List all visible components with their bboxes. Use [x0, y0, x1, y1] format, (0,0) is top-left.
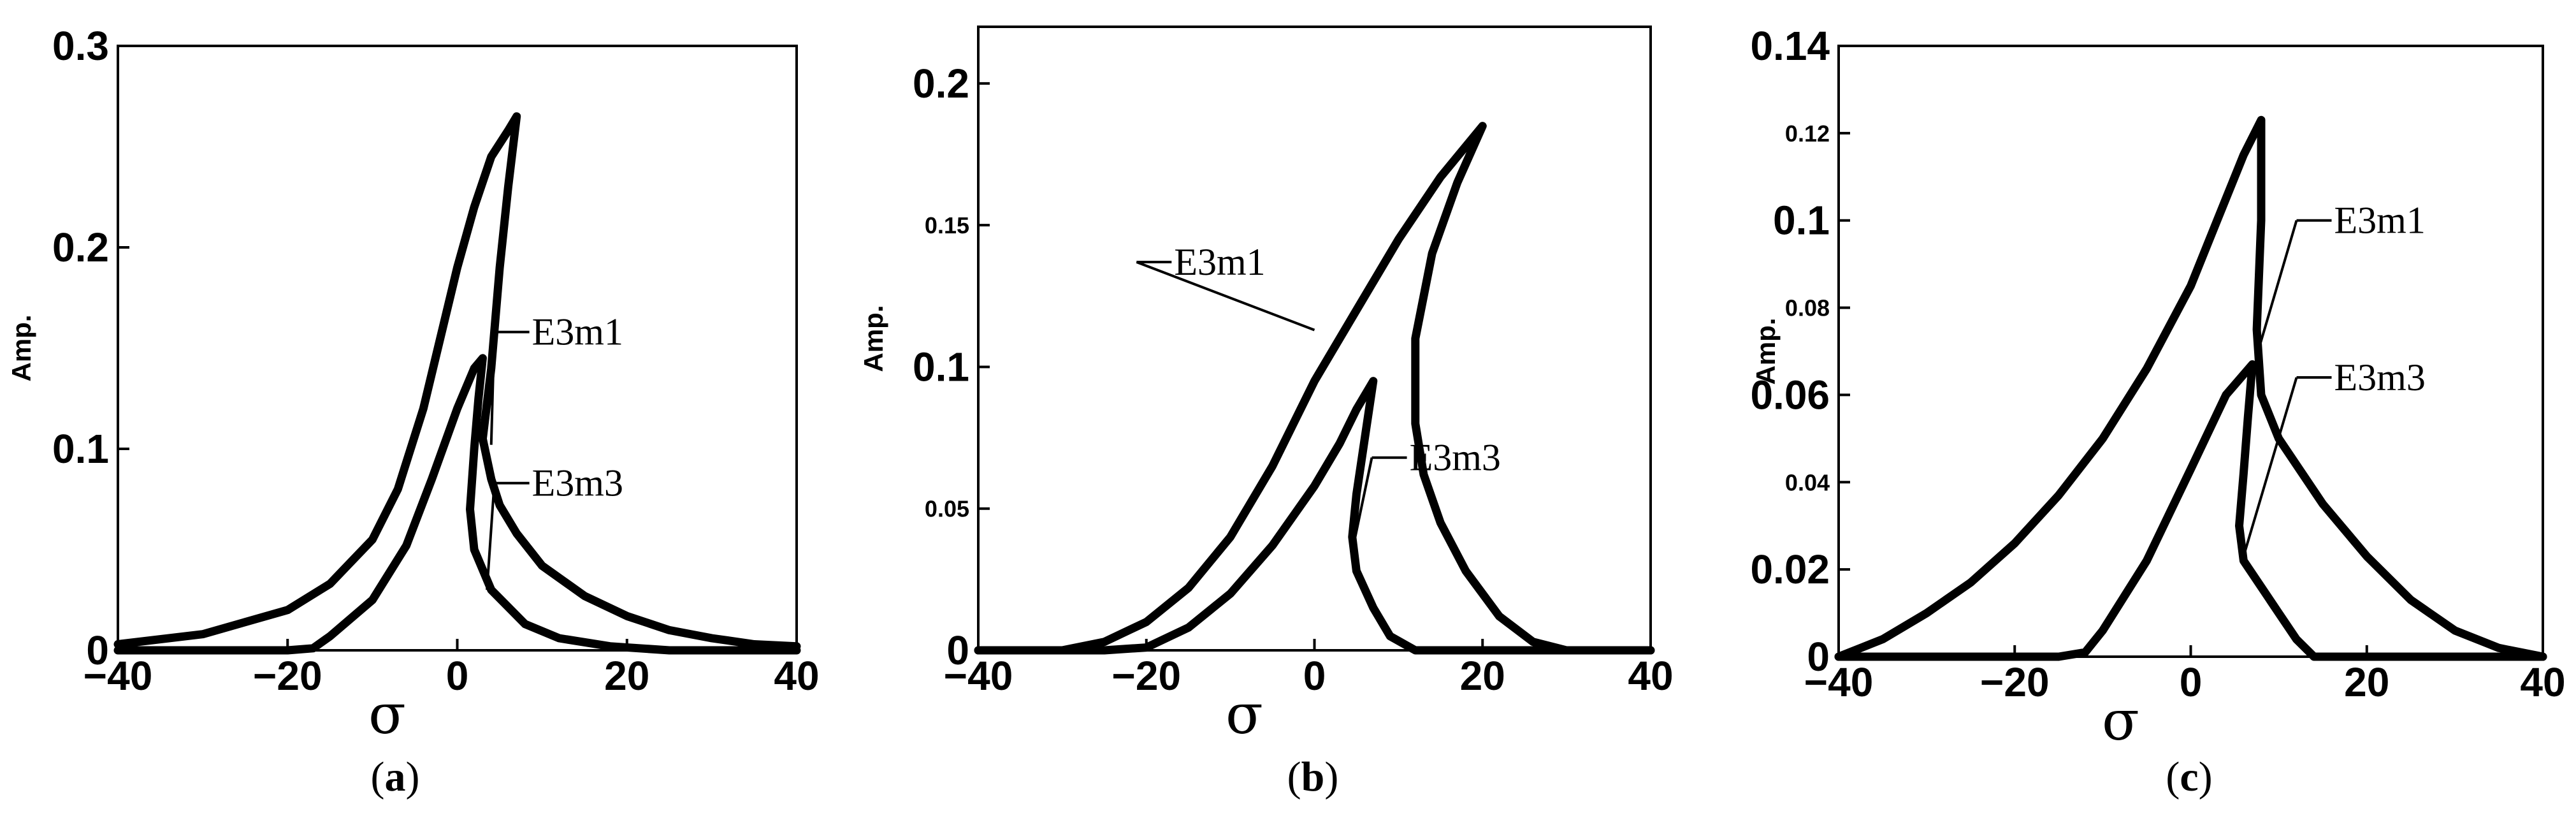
y-axis-label: Amp. — [858, 305, 888, 372]
x-tick-label: 40 — [2520, 659, 2565, 705]
caption-open: ( — [2166, 754, 2180, 800]
chart-panel-b: −40 −20 0 20 40 0 0.05 0.1 0.15 0.2 Amp. σ E3m1 E3m3 (… — [858, 26, 1674, 800]
annotation-label: E3m1 — [1174, 241, 1265, 283]
y-axis-label: Amp. — [1751, 318, 1781, 385]
series-line-1 — [113, 112, 801, 651]
x-axis-label: σ — [368, 683, 406, 747]
series-line-2 — [974, 377, 1655, 655]
panel-caption: (b) — [1287, 754, 1339, 800]
chart-panel-c: −40 −20 0 20 40 0 0.02 0.04 0.06 0.08 0.1 0.12 0.14 A… — [1750, 23, 2565, 800]
caption-close: ) — [1324, 754, 1338, 800]
x-tick-label: 20 — [604, 653, 649, 699]
y-tick-label: 0.1 — [1773, 198, 1830, 244]
series-line-1 — [1834, 115, 2547, 661]
y-tick-label: 0 — [946, 627, 969, 673]
caption-letter: b — [1301, 754, 1325, 800]
annotation-leader — [489, 330, 530, 445]
y-tick-label: 0 — [86, 627, 109, 673]
annotation-label: E3m1 — [2334, 200, 2426, 242]
panel-caption: (c) — [2166, 754, 2212, 800]
caption-close: ) — [2199, 754, 2213, 800]
y-axis-label: Amp. — [6, 315, 36, 382]
plot-frame — [977, 26, 1652, 652]
y-tick-label: 0.2 — [913, 61, 969, 106]
x-tick-label: −40 — [1804, 659, 1874, 705]
y-tick-label: 0.04 — [1785, 469, 1830, 495]
annotation-leader — [1136, 260, 1315, 332]
annotation-leader — [1350, 456, 1407, 551]
x-axis-label: σ — [1226, 683, 1263, 747]
x-tick-label: −20 — [253, 653, 322, 699]
y-tick-label: 0.15 — [925, 212, 969, 238]
x-tick-label: 0 — [2180, 659, 2203, 705]
panel-caption: (a) — [371, 754, 420, 800]
x-tick-label: 0 — [446, 653, 469, 699]
y-tick-label: 0.14 — [1750, 23, 1830, 69]
y-tick-label: 0 — [1807, 634, 1830, 680]
chart-panel-a: −40 −20 0 20 40 0 0.1 0.2 0.3 Amp. σ E3m1 E3m3 (a) — [6, 23, 820, 800]
x-tick-label: 20 — [2344, 659, 2389, 705]
y-tick-label: 0.12 — [1785, 121, 1830, 147]
x-tick-label: −20 — [1111, 653, 1181, 699]
y-tick-label: 0.08 — [1785, 295, 1830, 321]
plot-frame — [1837, 45, 2544, 658]
caption-close: ) — [406, 754, 420, 800]
annotation-leader — [2255, 219, 2332, 356]
y-tick-label: 0.06 — [1750, 372, 1830, 418]
x-axis-label: σ — [2102, 689, 2139, 753]
series-line-1 — [974, 122, 1655, 655]
series-line-2 — [113, 354, 801, 655]
x-tick-label: 0 — [1303, 653, 1326, 699]
y-tick-label: 0.2 — [52, 224, 109, 270]
caption-open: ( — [1287, 754, 1301, 800]
plot-frame — [117, 45, 798, 652]
y-tick-label: 0.1 — [913, 344, 969, 390]
y-tick-label: 0.05 — [925, 496, 969, 522]
x-tick-label: −20 — [1980, 659, 2050, 705]
x-tick-label: −40 — [944, 653, 1013, 699]
annotation-label: E3m3 — [1410, 437, 1501, 479]
caption-letter: a — [385, 754, 406, 800]
y-tick-label: 0.1 — [52, 426, 109, 472]
annotation-label: E3m3 — [532, 462, 623, 504]
y-tick-label: 0.3 — [52, 23, 109, 69]
annotation-leader — [2242, 376, 2332, 557]
x-tick-label: 40 — [1628, 653, 1673, 699]
y-tick-label: 0.02 — [1750, 546, 1830, 592]
annotation-leader — [486, 481, 530, 590]
x-tick-label: 20 — [1460, 653, 1505, 699]
annotation-label: E3m1 — [532, 311, 623, 353]
annotation-label: E3m3 — [2334, 356, 2426, 398]
caption-letter: c — [2180, 754, 2198, 800]
x-tick-label: 40 — [774, 653, 819, 699]
series-line-2 — [1834, 360, 2547, 661]
caption-open: ( — [371, 754, 385, 800]
x-tick-label: −40 — [83, 653, 153, 699]
